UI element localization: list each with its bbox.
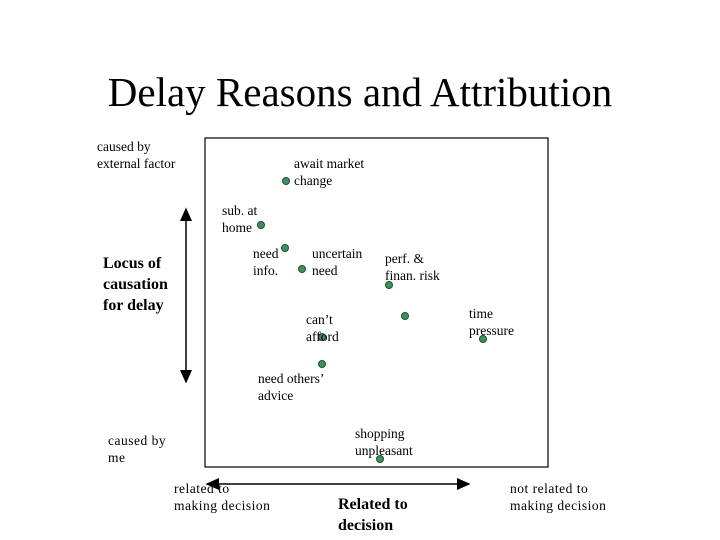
point bbox=[376, 455, 384, 463]
node-label: can’t afford bbox=[306, 312, 339, 344]
node-label: perf. & finan. risk bbox=[385, 251, 440, 283]
x-axis-title: Related to decision bbox=[338, 496, 408, 534]
point bbox=[479, 335, 487, 343]
y-axis-title: Locus of causation for delay bbox=[103, 255, 168, 314]
y-axis-bottom-label: caused by me bbox=[108, 433, 167, 465]
slide-title: Delay Reasons and Attribution bbox=[107, 69, 613, 115]
node-label: sub. at home bbox=[222, 203, 258, 235]
plot-frame bbox=[204, 137, 549, 468]
point bbox=[257, 221, 265, 229]
point bbox=[318, 360, 326, 368]
node-label: await market change bbox=[294, 156, 365, 188]
point bbox=[385, 281, 393, 289]
point bbox=[318, 333, 326, 341]
node-label: need others’ advice bbox=[258, 371, 325, 403]
y-axis-top-label: caused by external factor bbox=[97, 139, 176, 171]
x-axis-left-label: related to making decision bbox=[174, 481, 271, 513]
x-axis-right-label: not related to making decision bbox=[510, 481, 607, 513]
node-label: uncertain need bbox=[312, 246, 363, 278]
node-label: need info. bbox=[253, 246, 279, 278]
point bbox=[298, 265, 306, 273]
point bbox=[282, 177, 290, 185]
points bbox=[257, 177, 487, 463]
point bbox=[281, 244, 289, 252]
node-label: time pressure bbox=[469, 306, 514, 338]
node-label: shopping unpleasant bbox=[355, 426, 413, 458]
point bbox=[401, 312, 409, 320]
